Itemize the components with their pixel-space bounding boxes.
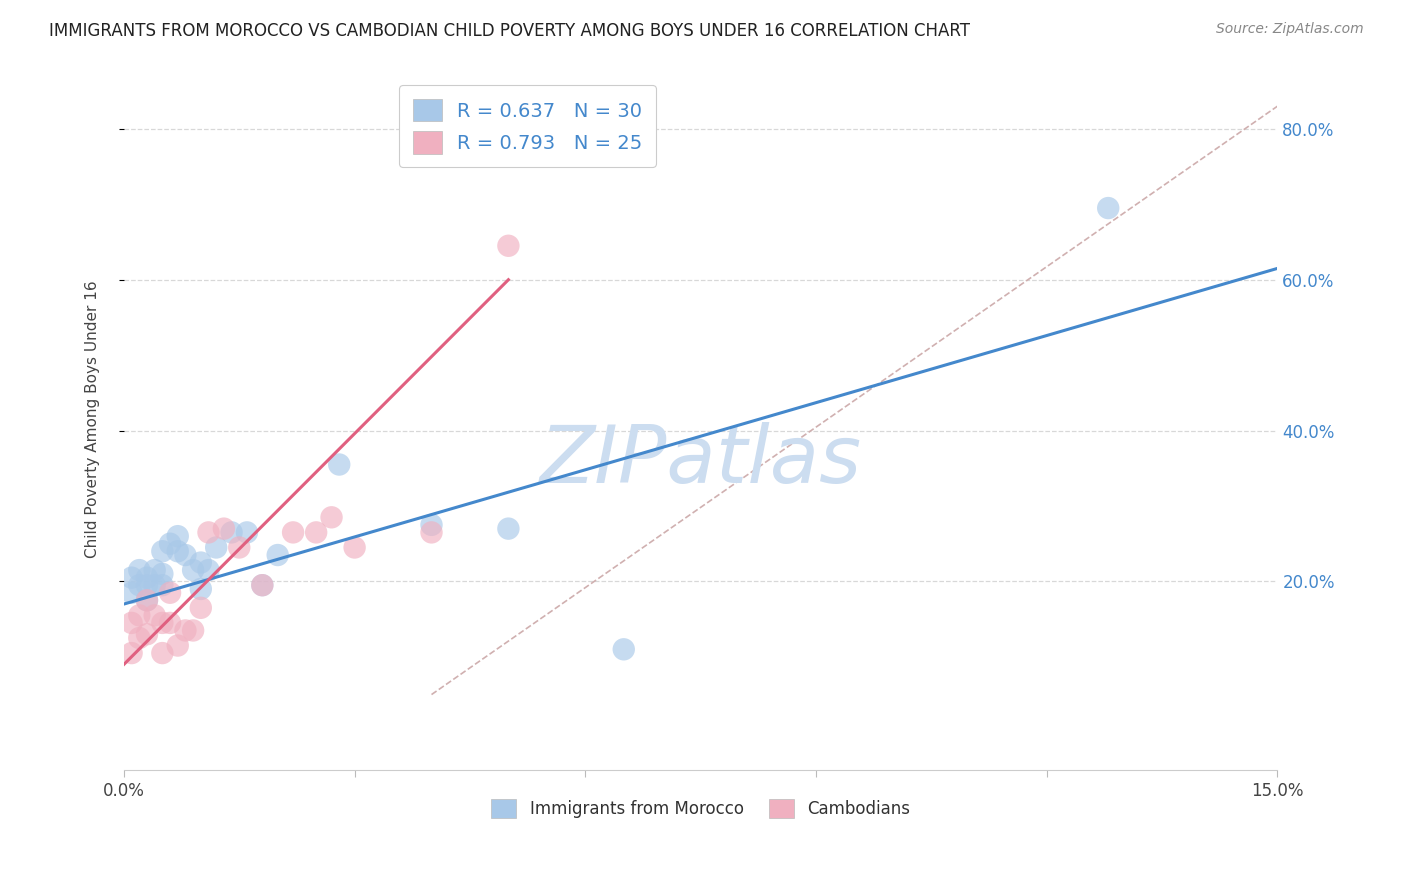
Point bbox=[128, 563, 150, 577]
Point bbox=[128, 608, 150, 623]
Point bbox=[166, 544, 188, 558]
Point bbox=[159, 586, 181, 600]
Point bbox=[328, 458, 350, 472]
Point bbox=[613, 642, 636, 657]
Text: Source: ZipAtlas.com: Source: ZipAtlas.com bbox=[1216, 22, 1364, 37]
Text: ZIPatlas: ZIPatlas bbox=[540, 422, 862, 500]
Point bbox=[150, 615, 173, 630]
Point bbox=[150, 566, 173, 581]
Point bbox=[174, 624, 197, 638]
Point bbox=[166, 639, 188, 653]
Point bbox=[221, 525, 243, 540]
Point bbox=[190, 582, 212, 596]
Text: IMMIGRANTS FROM MOROCCO VS CAMBODIAN CHILD POVERTY AMONG BOYS UNDER 16 CORRELATI: IMMIGRANTS FROM MOROCCO VS CAMBODIAN CHI… bbox=[49, 22, 970, 40]
Point bbox=[159, 537, 181, 551]
Point bbox=[143, 563, 166, 577]
Point bbox=[197, 525, 219, 540]
Point bbox=[212, 522, 235, 536]
Point bbox=[343, 541, 366, 555]
Point bbox=[136, 593, 159, 607]
Point bbox=[205, 541, 228, 555]
Point bbox=[197, 563, 219, 577]
Point bbox=[136, 593, 159, 607]
Point bbox=[128, 631, 150, 645]
Point bbox=[150, 578, 173, 592]
Point bbox=[321, 510, 343, 524]
Point bbox=[128, 578, 150, 592]
Point bbox=[252, 578, 274, 592]
Point bbox=[136, 627, 159, 641]
Point bbox=[190, 600, 212, 615]
Point bbox=[252, 578, 274, 592]
Point bbox=[267, 548, 290, 562]
Point bbox=[136, 571, 159, 585]
Point bbox=[150, 646, 173, 660]
Point bbox=[121, 646, 143, 660]
Point bbox=[236, 525, 259, 540]
Point bbox=[121, 615, 143, 630]
Point bbox=[143, 608, 166, 623]
Point bbox=[121, 571, 143, 585]
Legend: Immigrants from Morocco, Cambodians: Immigrants from Morocco, Cambodians bbox=[485, 792, 917, 825]
Point bbox=[498, 239, 520, 253]
Point bbox=[190, 556, 212, 570]
Point bbox=[150, 544, 173, 558]
Point bbox=[181, 624, 204, 638]
Point bbox=[143, 578, 166, 592]
Point bbox=[174, 548, 197, 562]
Point bbox=[420, 517, 443, 532]
Y-axis label: Child Poverty Among Boys Under 16: Child Poverty Among Boys Under 16 bbox=[86, 280, 100, 558]
Point bbox=[1097, 201, 1119, 215]
Point bbox=[181, 563, 204, 577]
Point bbox=[121, 586, 143, 600]
Point bbox=[281, 525, 304, 540]
Point bbox=[136, 578, 159, 592]
Point bbox=[498, 522, 520, 536]
Point bbox=[159, 615, 181, 630]
Point bbox=[305, 525, 328, 540]
Point bbox=[166, 529, 188, 543]
Point bbox=[228, 541, 250, 555]
Point bbox=[420, 525, 443, 540]
